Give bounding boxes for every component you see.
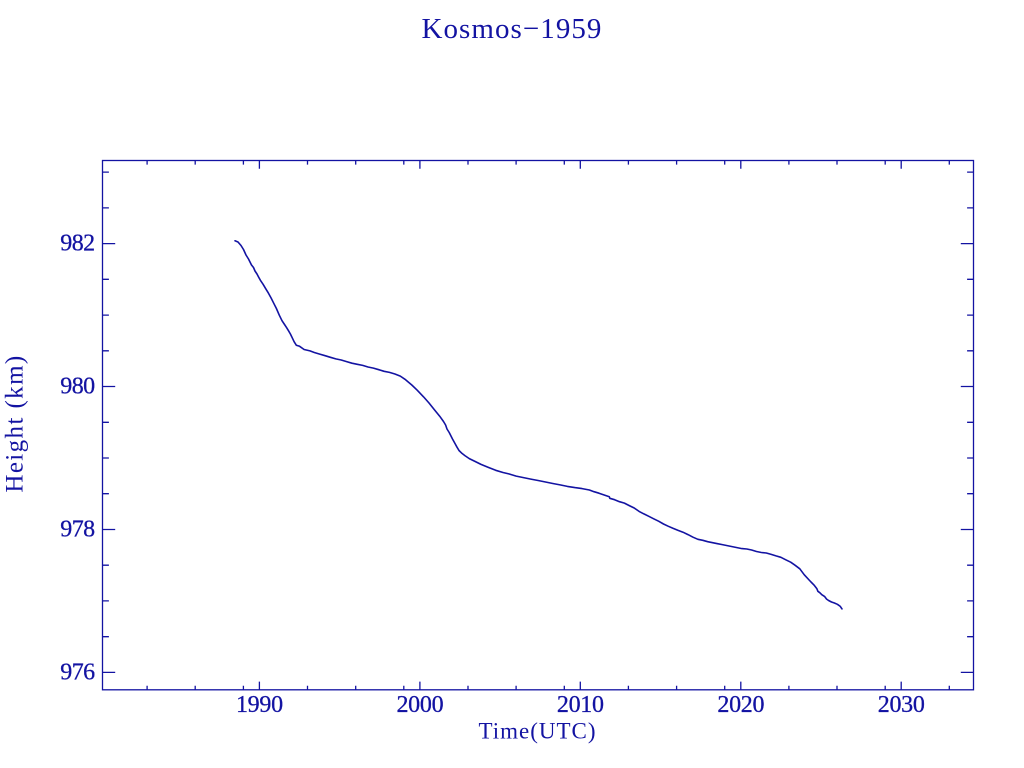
svg-text:982: 982	[60, 231, 94, 257]
svg-text:2000: 2000	[396, 692, 443, 718]
svg-text:1990: 1990	[236, 692, 283, 718]
svg-text:Kosmos−1959: Kosmos−1959	[422, 13, 603, 45]
svg-text:2010: 2010	[557, 692, 604, 718]
svg-text:2030: 2030	[878, 692, 925, 718]
svg-text:Time(UTC): Time(UTC)	[478, 718, 596, 743]
svg-text:Height (km): Height (km)	[1, 354, 28, 492]
svg-text:978: 978	[60, 516, 95, 542]
svg-text:980: 980	[60, 373, 95, 399]
svg-text:976: 976	[60, 660, 95, 686]
svg-text:2020: 2020	[717, 692, 764, 718]
